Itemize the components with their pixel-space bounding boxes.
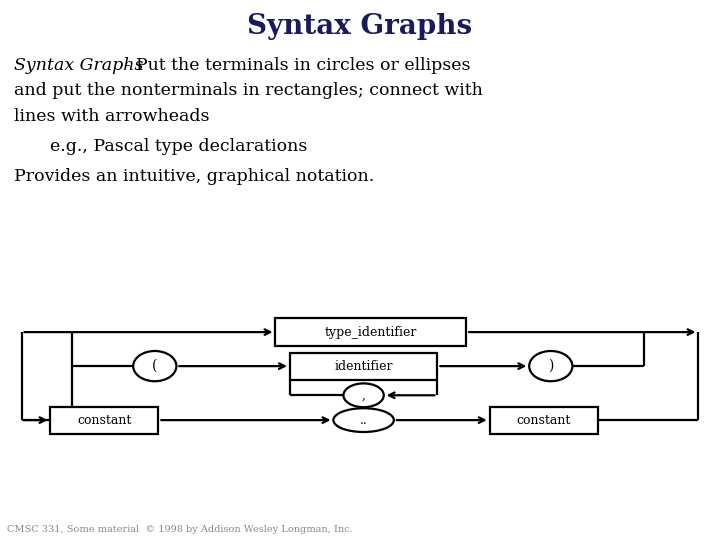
Text: constant: constant	[516, 414, 571, 427]
Text: Syntax Graphs: Syntax Graphs	[248, 14, 472, 40]
Bar	[490, 407, 598, 434]
Text: e.g., Pascal type declarations: e.g., Pascal type declarations	[50, 138, 307, 154]
Ellipse shape	[333, 408, 394, 432]
Text: Provides an intuitive, graphical notation.: Provides an intuitive, graphical notatio…	[14, 168, 374, 185]
Ellipse shape	[529, 351, 572, 381]
Bar	[50, 407, 158, 434]
Text: CMSC 331, Some material  © 1998 by Addison Wesley Longman, Inc.: CMSC 331, Some material © 1998 by Addiso…	[7, 524, 353, 534]
Text: - Put the terminals in circles or ellipses: - Put the terminals in circles or ellips…	[119, 57, 470, 73]
Bar	[289, 353, 438, 380]
Text: ): )	[548, 359, 554, 373]
Bar	[275, 318, 467, 346]
Text: and put the nonterminals in rectangles; connect with: and put the nonterminals in rectangles; …	[14, 82, 483, 99]
Ellipse shape	[133, 351, 176, 381]
Text: Syntax Graphs: Syntax Graphs	[14, 57, 144, 73]
Text: ,: ,	[361, 389, 366, 402]
Text: (: (	[152, 359, 158, 373]
Text: type_identifier: type_identifier	[325, 326, 417, 339]
Ellipse shape	[343, 383, 384, 407]
Text: constant: constant	[77, 414, 132, 427]
Text: ..: ..	[360, 414, 367, 427]
Text: lines with arrowheads: lines with arrowheads	[14, 108, 210, 125]
Text: identifier: identifier	[334, 360, 393, 373]
